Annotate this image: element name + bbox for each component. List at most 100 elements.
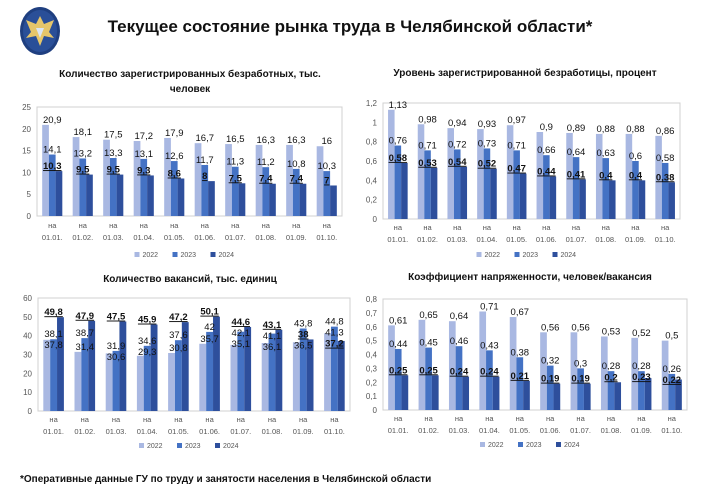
bar-2023 bbox=[206, 331, 214, 411]
x-tick-label: на bbox=[394, 414, 403, 423]
bar-2022 bbox=[225, 144, 232, 216]
bar-2022 bbox=[661, 340, 669, 410]
bar-2022 bbox=[286, 144, 293, 216]
legend-label: 2024 bbox=[223, 443, 239, 450]
data-label-2022: 0,86 bbox=[656, 126, 675, 137]
y-tick-label: 30 bbox=[23, 351, 32, 360]
x-tick-label: на bbox=[424, 414, 433, 423]
plot-area bbox=[382, 298, 688, 411]
bar-2023 bbox=[453, 149, 461, 219]
data-label-2022: 0,93 bbox=[478, 119, 497, 130]
x-tick-label: 01.08. bbox=[595, 235, 616, 244]
data-label-2023: 41,1 bbox=[263, 331, 282, 342]
data-label-2023: 0,3 bbox=[574, 358, 587, 369]
plot-area bbox=[37, 297, 351, 412]
bar-2023 bbox=[79, 158, 87, 216]
data-label-2024: 7,4 bbox=[290, 174, 304, 185]
bar-2022 bbox=[570, 332, 578, 410]
x-tick-label: на bbox=[292, 221, 301, 230]
bar-2024 bbox=[177, 178, 185, 216]
data-label-2024: 0,23 bbox=[632, 372, 651, 383]
data-label-2024: 45,9 bbox=[138, 315, 157, 326]
data-label-2023: 0,43 bbox=[480, 340, 499, 351]
x-tick-label: 01.03. bbox=[449, 426, 470, 435]
bar-2023 bbox=[201, 164, 209, 216]
data-label-2023: 0,28 bbox=[632, 361, 651, 372]
bar-2022 bbox=[417, 124, 425, 219]
y-tick-label: 0,8 bbox=[366, 138, 378, 147]
x-tick-label: 01.05. bbox=[506, 235, 527, 244]
x-tick-label: 01.06. bbox=[536, 235, 557, 244]
data-label-2022: 16 bbox=[321, 136, 332, 147]
x-tick-label: 01.06. bbox=[194, 233, 215, 242]
x-tick-label: 01.02. bbox=[74, 427, 95, 436]
y-tick-label: 15 bbox=[22, 147, 31, 156]
y-tick-label: 0,7 bbox=[366, 309, 378, 318]
x-tick-label: 01.04. bbox=[479, 426, 500, 435]
x-tick-label: 01.09. bbox=[631, 426, 652, 435]
bar-2022 bbox=[477, 129, 484, 219]
bar-2023 bbox=[577, 368, 584, 410]
data-label-2022: 0,98 bbox=[418, 114, 437, 125]
bar-2024 bbox=[306, 339, 314, 411]
data-label-2024: 8 bbox=[202, 171, 207, 182]
plot-area bbox=[382, 102, 681, 220]
bar-2024 bbox=[213, 316, 220, 411]
legend-label: 2023 bbox=[523, 252, 539, 259]
data-label-2024: 9,5 bbox=[76, 165, 90, 176]
x-tick-label: 01.08. bbox=[262, 427, 283, 436]
x-tick-label: на bbox=[49, 415, 58, 424]
x-tick-label: 01.05. bbox=[164, 233, 185, 242]
data-label-2023: 42 bbox=[204, 322, 215, 333]
data-label-2024: 0,19 bbox=[541, 374, 560, 385]
data-label-2022: 0,53 bbox=[602, 326, 621, 337]
data-label-2022: 0,56 bbox=[541, 322, 560, 333]
bar-2022 bbox=[540, 332, 547, 410]
legend-swatch bbox=[552, 252, 558, 257]
data-label-2022: 0,88 bbox=[597, 124, 616, 135]
page-title: Текущее состояние рынка труда в Челябинс… bbox=[107, 17, 593, 36]
data-label-2023: 10,8 bbox=[287, 159, 306, 170]
legend-label: 2023 bbox=[185, 443, 201, 450]
legend-label: 2023 bbox=[526, 442, 542, 449]
legend-swatch bbox=[480, 442, 485, 447]
data-label-2023: 0,71 bbox=[507, 140, 526, 151]
bar-2022 bbox=[595, 133, 603, 219]
bar-2023 bbox=[143, 345, 151, 411]
x-tick-label: 01.07. bbox=[570, 426, 591, 435]
y-tick-label: 5 bbox=[27, 190, 32, 199]
x-tick-label: на bbox=[262, 221, 271, 230]
data-label-2022: 0,5 bbox=[665, 331, 678, 342]
bar-2024 bbox=[337, 340, 345, 411]
data-label-2024: 49,8 bbox=[44, 307, 63, 318]
x-tick-label: 01.10. bbox=[661, 426, 682, 435]
data-label-2023: 0,38 bbox=[511, 347, 530, 358]
data-label-2022: 0,61 bbox=[389, 315, 408, 326]
bar-2022 bbox=[255, 144, 263, 216]
y-tick-label: 0,1 bbox=[366, 392, 378, 401]
data-label-2023: 37,6 bbox=[169, 330, 188, 341]
bar-2023 bbox=[174, 340, 182, 411]
x-tick-label: на bbox=[174, 415, 183, 424]
data-label-2024: 0,24 bbox=[480, 367, 499, 378]
data-label-2022: 16,7 bbox=[196, 133, 215, 144]
y-tick-label: 60 bbox=[23, 294, 32, 303]
data-label-2024: 43,1 bbox=[263, 320, 282, 331]
data-label-2023: 31,9 bbox=[107, 341, 126, 352]
data-label-2023: 43,8 bbox=[294, 319, 313, 330]
x-tick-label: 01.03. bbox=[103, 233, 124, 242]
data-label-2023: 44,8 bbox=[325, 317, 344, 328]
bar-2022 bbox=[261, 343, 269, 411]
x-tick-label: на bbox=[602, 223, 611, 232]
bar-2024 bbox=[275, 329, 283, 411]
x-tick-label: 01.04. bbox=[137, 427, 158, 436]
x-tick-label: на bbox=[668, 414, 677, 423]
data-label-2022: 17,2 bbox=[135, 131, 154, 142]
y-tick-label: 50 bbox=[23, 313, 32, 322]
bar-2024 bbox=[401, 162, 408, 219]
chart-1: Количество зарегистрированных безработны… bbox=[22, 68, 343, 259]
bar-2024 bbox=[609, 180, 616, 219]
data-label-2023: 38,7 bbox=[76, 328, 95, 339]
x-tick-label: на bbox=[323, 221, 332, 230]
